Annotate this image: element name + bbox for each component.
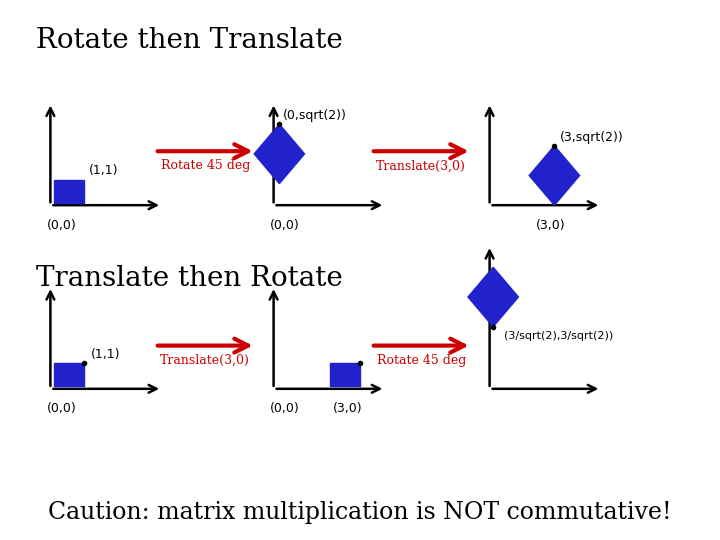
- Text: (1,1): (1,1): [91, 348, 120, 361]
- Text: (0,0): (0,0): [47, 219, 76, 232]
- Text: (0,0): (0,0): [270, 402, 300, 415]
- Polygon shape: [529, 146, 580, 205]
- Text: Rotate 45 deg: Rotate 45 deg: [161, 159, 250, 172]
- Text: (0,0): (0,0): [47, 402, 76, 415]
- Text: Rotate then Translate: Rotate then Translate: [36, 27, 343, 54]
- Text: Translate(3,0): Translate(3,0): [377, 159, 466, 172]
- Text: (3/sqrt(2),3/sqrt(2)): (3/sqrt(2),3/sqrt(2)): [504, 331, 613, 341]
- Text: (3,0): (3,0): [333, 402, 362, 415]
- Polygon shape: [468, 267, 518, 327]
- Text: (1,1): (1,1): [89, 164, 119, 177]
- Polygon shape: [54, 180, 84, 202]
- Text: Rotate 45 deg: Rotate 45 deg: [377, 354, 466, 367]
- Text: (3,sqrt(2)): (3,sqrt(2)): [560, 131, 624, 144]
- Polygon shape: [330, 363, 360, 386]
- Polygon shape: [254, 124, 305, 184]
- Text: (3,0): (3,0): [536, 219, 566, 232]
- Text: Translate then Rotate: Translate then Rotate: [36, 265, 343, 292]
- Text: (0,sqrt(2)): (0,sqrt(2)): [283, 109, 347, 122]
- Text: Caution: matrix multiplication is NOT commutative!: Caution: matrix multiplication is NOT co…: [48, 501, 672, 524]
- Polygon shape: [54, 363, 84, 386]
- Text: (0,0): (0,0): [270, 219, 300, 232]
- Text: Translate(3,0): Translate(3,0): [161, 354, 250, 367]
